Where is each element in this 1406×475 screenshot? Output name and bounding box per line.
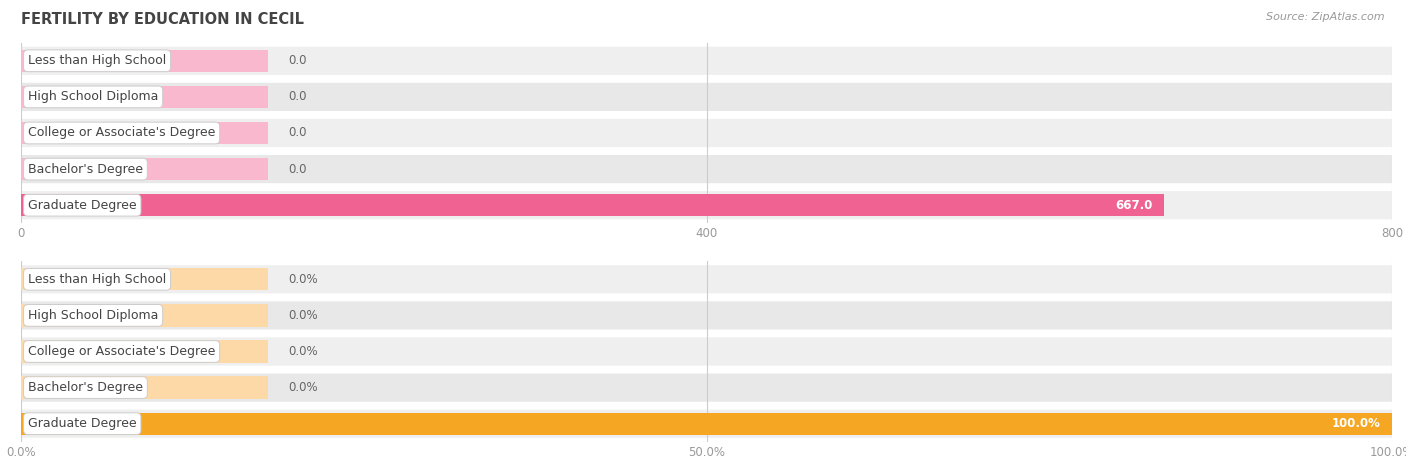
FancyBboxPatch shape bbox=[21, 155, 1392, 183]
FancyBboxPatch shape bbox=[21, 47, 1392, 75]
Text: Graduate Degree: Graduate Degree bbox=[28, 199, 136, 212]
FancyBboxPatch shape bbox=[21, 373, 1392, 402]
Text: High School Diploma: High School Diploma bbox=[28, 90, 159, 104]
Text: 0.0%: 0.0% bbox=[288, 345, 318, 358]
Text: Bachelor's Degree: Bachelor's Degree bbox=[28, 162, 143, 176]
Text: Less than High School: Less than High School bbox=[28, 273, 166, 286]
Text: Bachelor's Degree: Bachelor's Degree bbox=[28, 381, 143, 394]
Bar bbox=[21, 412, 1392, 435]
Bar bbox=[21, 376, 269, 399]
FancyBboxPatch shape bbox=[21, 337, 1392, 366]
FancyBboxPatch shape bbox=[21, 119, 1392, 147]
Bar bbox=[21, 86, 269, 108]
Bar bbox=[21, 49, 269, 72]
FancyBboxPatch shape bbox=[21, 83, 1392, 111]
Bar bbox=[21, 304, 269, 327]
Bar bbox=[21, 340, 269, 363]
Text: 667.0: 667.0 bbox=[1116, 199, 1153, 212]
FancyBboxPatch shape bbox=[21, 265, 1392, 294]
Bar bbox=[21, 194, 1164, 217]
FancyBboxPatch shape bbox=[21, 301, 1392, 330]
Bar bbox=[21, 122, 269, 144]
Text: Less than High School: Less than High School bbox=[28, 54, 166, 67]
Text: 100.0%: 100.0% bbox=[1331, 417, 1381, 430]
Text: 0.0%: 0.0% bbox=[288, 381, 318, 394]
Text: 0.0%: 0.0% bbox=[288, 273, 318, 286]
Text: 0.0: 0.0 bbox=[288, 90, 307, 104]
Text: 0.0%: 0.0% bbox=[288, 309, 318, 322]
FancyBboxPatch shape bbox=[21, 409, 1392, 438]
Text: College or Associate's Degree: College or Associate's Degree bbox=[28, 345, 215, 358]
Text: 0.0: 0.0 bbox=[288, 126, 307, 140]
Text: 0.0: 0.0 bbox=[288, 54, 307, 67]
Text: 0.0: 0.0 bbox=[288, 162, 307, 176]
Text: FERTILITY BY EDUCATION IN CECIL: FERTILITY BY EDUCATION IN CECIL bbox=[21, 12, 304, 27]
Text: Graduate Degree: Graduate Degree bbox=[28, 417, 136, 430]
Bar bbox=[21, 268, 269, 291]
Text: College or Associate's Degree: College or Associate's Degree bbox=[28, 126, 215, 140]
Bar bbox=[21, 158, 269, 180]
Text: High School Diploma: High School Diploma bbox=[28, 309, 159, 322]
Text: Source: ZipAtlas.com: Source: ZipAtlas.com bbox=[1267, 12, 1385, 22]
FancyBboxPatch shape bbox=[21, 191, 1392, 219]
